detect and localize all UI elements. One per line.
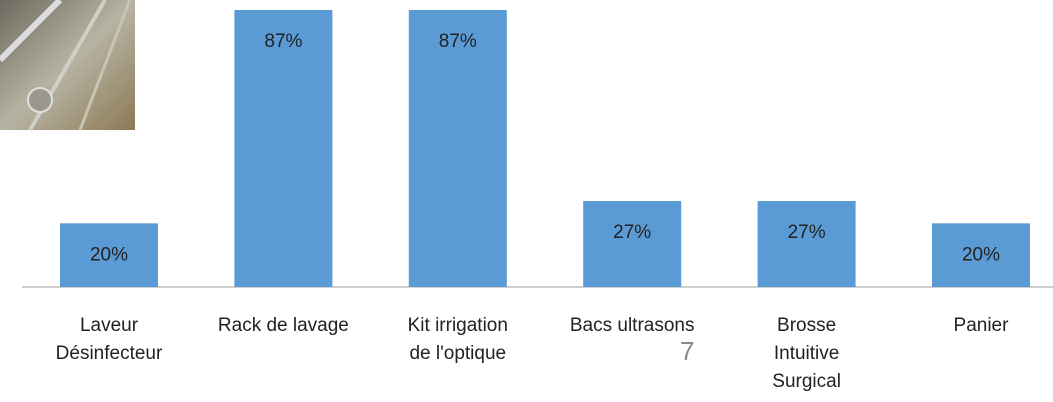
data-label: 20% [90, 244, 128, 265]
bar [757, 201, 856, 287]
data-label: 27% [613, 222, 651, 243]
x-tick-label: Laveur Désinfecteur [55, 315, 163, 364]
data-label: 87% [439, 31, 477, 52]
x-tick-label: Rack de lavage [217, 315, 349, 336]
x-tick-label: Bacs ultrasons [569, 315, 695, 336]
bar [932, 223, 1030, 287]
data-label: 27% [788, 222, 826, 243]
x-tick-label: Kit irrigation de l'optique [407, 315, 508, 364]
data-label: 20% [962, 244, 1000, 265]
photo [0, 0, 135, 131]
bar [60, 223, 158, 287]
x-tick-label: Brosse Intuitive Surgical [772, 315, 841, 392]
x-tick-label: Panier [953, 315, 1009, 336]
bar [234, 10, 333, 287]
bar [408, 10, 507, 287]
page-number: 7 [680, 336, 695, 366]
bar [583, 201, 682, 287]
data-label: 87% [264, 31, 302, 52]
